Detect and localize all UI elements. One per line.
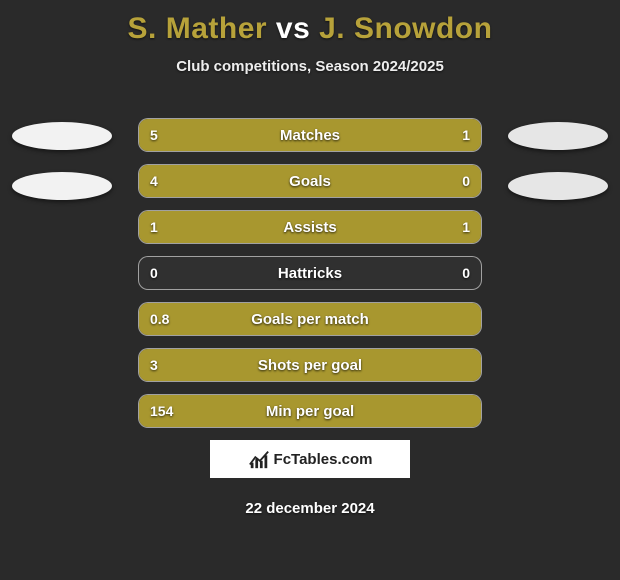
stat-track — [138, 210, 482, 244]
footer-date: 22 december 2024 — [0, 500, 620, 517]
stat-value-right: 0 — [462, 256, 470, 290]
stat-bars: 51Matches40Goals11Assists00Hattricks0.8G… — [0, 118, 620, 440]
chart-icon — [248, 448, 270, 470]
stat-track — [138, 302, 482, 336]
stat-fill-left — [139, 303, 481, 335]
stat-value-right: 0 — [462, 164, 470, 198]
stat-track — [138, 256, 482, 290]
vs-text: vs — [276, 12, 310, 45]
stat-fill-left — [139, 395, 481, 427]
stat-track — [138, 348, 482, 382]
stat-track — [138, 394, 482, 428]
player1-name: S. Mather — [128, 12, 268, 45]
stat-value-right: 1 — [462, 210, 470, 244]
stat-row: 154Min per goal — [0, 394, 620, 428]
stat-value-left: 3 — [150, 348, 158, 382]
page-title: S. Mather vs J. Snowdon — [0, 0, 620, 46]
player-badge-ellipse — [12, 172, 112, 200]
player-badge-ellipse — [12, 122, 112, 150]
stat-fill-right — [310, 211, 481, 243]
player-badge-ellipse — [508, 122, 608, 150]
stat-value-left: 0 — [150, 256, 158, 290]
stat-row: 00Hattricks — [0, 256, 620, 290]
stat-fill-left — [139, 165, 481, 197]
stat-value-left: 4 — [150, 164, 158, 198]
stat-row: 3Shots per goal — [0, 348, 620, 382]
stat-fill-left — [139, 119, 406, 151]
stat-value-left: 5 — [150, 118, 158, 152]
stat-value-left: 1 — [150, 210, 158, 244]
stat-track — [138, 118, 482, 152]
stat-row: 0.8Goals per match — [0, 302, 620, 336]
player-badge-ellipse — [508, 172, 608, 200]
comparison-infographic: S. Mather vs J. Snowdon Club competition… — [0, 0, 620, 580]
brand-badge: FcTables.com — [210, 440, 410, 478]
stat-fill-left — [139, 211, 310, 243]
stat-value-left: 0.8 — [150, 302, 169, 336]
stat-value-left: 154 — [150, 394, 173, 428]
player2-name: J. Snowdon — [319, 12, 492, 45]
stat-row: 11Assists — [0, 210, 620, 244]
subtitle: Club competitions, Season 2024/2025 — [0, 58, 620, 75]
stat-fill-left — [139, 349, 481, 381]
stat-track — [138, 164, 482, 198]
stat-value-right: 1 — [462, 118, 470, 152]
brand-label: FcTables.com — [274, 451, 373, 468]
